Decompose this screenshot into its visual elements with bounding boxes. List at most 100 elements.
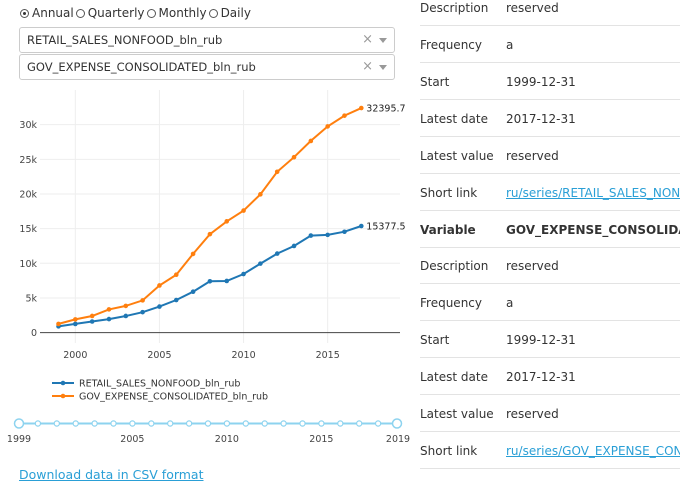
legend-marker [60, 393, 66, 399]
data-point[interactable] [224, 278, 230, 284]
radio-monthly-circle[interactable] [146, 8, 156, 18]
data-point[interactable] [73, 321, 78, 327]
clear-icon[interactable]: × [362, 59, 373, 74]
info-row: Short link ru/series/GOV_EXPENSE_CONSOLID… [420, 432, 680, 469]
clear-icon[interactable]: × [362, 32, 373, 47]
range-slider-tick-label: 2015 [309, 434, 333, 445]
legend-label[interactable]: GOV_EXPENSE_CONSOLIDATED_bln_rub [79, 392, 268, 403]
info-key: Latest date [420, 370, 488, 384]
data-point[interactable] [325, 124, 330, 129]
line-chart[interactable]: 0 5k 10k 15k 20k 25k 30k 2000 2005 2010 2015 1537… [0, 85, 410, 415]
left-panel: Annual Quarterly Monthly Daily RETAIL_SA… [0, 6, 410, 482]
radio-daily-circle[interactable] [208, 8, 218, 18]
range-slider-mark [185, 420, 193, 427]
data-point[interactable] [123, 313, 129, 319]
range-slider-mark [356, 420, 363, 427]
range-slider-handle-start[interactable] [13, 418, 25, 429]
range-slider-handle-end[interactable] [391, 418, 403, 429]
data-point[interactable] [89, 319, 95, 324]
x-tick-label: 2000 [63, 350, 87, 361]
data-point[interactable] [157, 283, 162, 288]
data-point[interactable] [123, 303, 129, 309]
data-point[interactable] [190, 251, 196, 257]
chevron-down-icon[interactable] [379, 65, 387, 70]
data-point[interactable] [224, 219, 230, 224]
series-selector-1[interactable]: RETAIL_SALES_NONFOOD_bln_rub × [19, 27, 395, 53]
radio-quarterly[interactable]: Quarterly [75, 6, 145, 20]
range-slider-tick-label: 2005 [120, 434, 144, 445]
data-point[interactable] [258, 192, 263, 197]
data-point[interactable] [359, 105, 364, 111]
data-point[interactable] [157, 304, 162, 309]
data-point[interactable] [190, 289, 196, 295]
radio-daily-label: Daily [220, 6, 251, 20]
y-tick-label: 5k [25, 293, 37, 304]
radio-daily[interactable]: Daily [208, 6, 251, 20]
info-row: Variable GOV_EXPENSE_CONSOLIDATED_bln_rub [420, 211, 680, 248]
radio-monthly[interactable]: Monthly [146, 6, 207, 20]
range-slider[interactable]: 1999 2019 2005 2010 2015 [0, 415, 410, 445]
info-key: Latest value [420, 149, 494, 163]
data-point[interactable] [106, 307, 112, 312]
data-point[interactable] [308, 233, 314, 238]
data-point[interactable] [241, 271, 246, 277]
series-selector-2-value: GOV_EXPENSE_CONSOLIDATED_bln_rub [27, 60, 256, 74]
range-slider-mark [166, 420, 174, 427]
range-slider-mark [34, 420, 42, 427]
info-key: Frequency [420, 38, 482, 52]
data-point[interactable] [359, 223, 364, 229]
data-point[interactable] [291, 154, 297, 160]
chevron-down-icon[interactable] [379, 38, 387, 43]
data-point[interactable] [140, 298, 145, 303]
info-row: Latest value reserved [420, 395, 680, 432]
range-slider-mark [337, 420, 344, 427]
info-row: Latest value reserved [420, 137, 680, 174]
download-csv-link[interactable]: Download data in CSV format [19, 467, 204, 482]
info-row: Short link ru/series/RETAIL_SALES_NONFOOD… [420, 174, 680, 211]
range-slider-mark [110, 420, 117, 427]
radio-annual[interactable]: Annual [20, 6, 74, 20]
info-row: Frequency a [420, 26, 680, 63]
data-point[interactable] [342, 229, 347, 235]
info-row: Latest date 2017-12-31 [420, 358, 680, 395]
info-key: Latest value [420, 407, 494, 421]
data-point[interactable] [258, 261, 263, 266]
series-selector-2[interactable]: GOV_EXPENSE_CONSOLIDATED_bln_rub × [19, 54, 395, 80]
data-point[interactable] [241, 208, 246, 213]
data-point[interactable] [342, 113, 347, 118]
data-point[interactable] [274, 169, 280, 175]
range-slider-tick-label: 2010 [215, 434, 239, 445]
data-point[interactable] [274, 251, 280, 256]
legend-label[interactable]: RETAIL_SALES_NONFOOD_bln_rub [79, 379, 240, 390]
end-value-label: 15377.5 [366, 222, 405, 233]
info-value: 1999-12-31 [506, 333, 576, 347]
info-value: GOV_EXPENSE_CONSOLIDATED_bln_rub [506, 223, 680, 237]
range-slider-mark [374, 420, 382, 427]
info-value: reserved [506, 259, 559, 273]
info-value: 2017-12-31 [506, 370, 576, 384]
radio-quarterly-circle[interactable] [75, 8, 85, 18]
data-point[interactable] [73, 317, 78, 322]
data-point[interactable] [56, 321, 61, 327]
data-point[interactable] [308, 138, 314, 144]
data-point[interactable] [325, 232, 330, 238]
short-link[interactable]: ru/series/GOV_EXPENSE_CONSOLIDATED_bln_r… [506, 444, 680, 458]
data-point[interactable] [140, 309, 145, 315]
data-point[interactable] [207, 279, 213, 284]
series-line-2[interactable] [58, 107, 362, 325]
data-point[interactable] [106, 316, 112, 322]
info-key: Description [420, 259, 489, 273]
info-key: Frequency [420, 296, 482, 310]
data-point[interactable] [89, 313, 95, 319]
data-point[interactable] [173, 272, 179, 278]
data-point[interactable] [173, 297, 179, 303]
radio-annual-label: Annual [32, 6, 74, 20]
info-value: a [506, 38, 514, 52]
data-point[interactable] [207, 231, 213, 237]
short-link[interactable]: ru/series/RETAIL_SALES_NONFOOD_bln_rub [506, 186, 680, 200]
info-value: reserved [506, 407, 559, 421]
range-slider-mark [53, 420, 61, 427]
radio-annual-circle[interactable] [20, 8, 29, 18]
data-point[interactable] [291, 243, 297, 249]
range-slider-mark [280, 420, 287, 427]
